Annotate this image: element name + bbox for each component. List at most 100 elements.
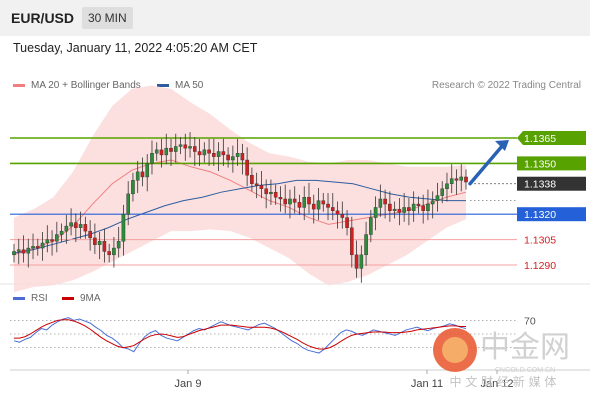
candle-body <box>378 198 383 208</box>
x-axis-label: Jan 11 <box>411 378 443 390</box>
candle-body <box>273 191 278 198</box>
candle-body <box>288 198 292 205</box>
candle-body <box>321 200 326 205</box>
candle-body <box>259 185 264 189</box>
candle-body <box>45 239 50 244</box>
candle-body <box>212 153 216 157</box>
candle-body <box>407 207 411 212</box>
credit-text: Research © 2022 Trading Central <box>431 80 581 91</box>
candle-body <box>411 203 416 212</box>
candle-body <box>383 198 387 205</box>
candle-body <box>16 249 21 252</box>
candle-body <box>78 224 83 228</box>
candle-body <box>330 207 335 212</box>
candle-body <box>197 151 202 156</box>
candle-body <box>388 203 392 212</box>
candle-body <box>107 251 111 256</box>
rsi-level-label: 70 <box>524 315 536 327</box>
level-label-1.1365: 1.1365 <box>524 133 556 145</box>
candle-body <box>83 224 88 232</box>
candle-body <box>131 180 135 195</box>
candle-body <box>269 191 273 195</box>
watermark-domain: CNGOLD.COM.CN <box>495 367 555 374</box>
candle-body <box>354 254 359 269</box>
candle-body <box>240 153 245 161</box>
legend-label-ma20: MA 20 + Bollinger Bands <box>31 80 141 91</box>
candle-body <box>59 230 64 235</box>
timestamp: Tuesday, January 11, 2022 4:05:20 AM CET <box>13 41 258 55</box>
x-axis-label: Jan 12 <box>480 378 513 390</box>
candle-body <box>154 149 159 154</box>
candle-body <box>426 203 430 212</box>
candle-body <box>188 146 192 149</box>
candle-body <box>145 163 150 178</box>
candle-body <box>421 205 425 212</box>
legend-rsi: RSI <box>13 293 48 304</box>
candle-body <box>464 176 468 183</box>
candle-body <box>216 151 221 157</box>
candle-body <box>392 208 397 212</box>
watermark-tagline: 中 文 财 经 新 媒 体 <box>450 374 557 389</box>
level-label-1.1338: 1.1338 <box>524 179 556 191</box>
candle-body <box>335 210 340 215</box>
legend-label-rsi: RSI <box>31 293 48 304</box>
candle-body <box>302 197 307 208</box>
candle-body <box>150 153 154 164</box>
candle-body <box>135 171 140 181</box>
x-axis-label: Jan 9 <box>175 378 202 390</box>
candle-body <box>40 242 45 249</box>
candle-body <box>192 146 197 152</box>
level-tag-1.1338 <box>517 176 586 191</box>
candle-body <box>121 213 126 242</box>
candle-body <box>369 217 373 235</box>
candle-body <box>416 203 421 206</box>
candle-body <box>231 156 235 161</box>
legend-ma50: MA 50 <box>157 80 203 91</box>
candle-body <box>235 153 240 157</box>
level-tag-1.1350 <box>517 156 586 171</box>
candle-body <box>340 213 345 218</box>
candle-body <box>35 246 40 249</box>
candle-body <box>454 178 459 181</box>
candle-body <box>278 197 283 200</box>
candle-body <box>126 193 130 215</box>
candle-body <box>221 151 226 156</box>
candle-body <box>297 202 302 208</box>
candle-body <box>402 207 406 213</box>
candle-body <box>164 147 169 156</box>
candle-body <box>397 208 402 213</box>
rsi-line <box>13 317 467 354</box>
legend-label-9ma: 9MA <box>80 293 101 304</box>
candle-body <box>345 217 349 228</box>
candle-body <box>350 227 354 256</box>
candle-body <box>245 159 249 176</box>
candle-body <box>311 203 316 210</box>
candle-body <box>93 237 97 245</box>
legend-swatch-rsi <box>13 296 25 300</box>
legend-ma20-bb: MA 20 + Bollinger Bands <box>13 80 141 91</box>
candle-body <box>202 149 207 156</box>
candle-body <box>373 207 378 218</box>
candle-body <box>292 198 297 203</box>
candle-body <box>445 183 449 190</box>
candle-body <box>449 178 454 184</box>
candle-body <box>283 198 288 205</box>
candle-body <box>226 154 230 161</box>
candle-body <box>55 234 59 242</box>
candle-body <box>254 183 259 186</box>
candle-body <box>169 147 173 152</box>
watermark-logo-inner <box>442 337 468 363</box>
legend-swatch-ma20 <box>13 83 25 87</box>
candle-body <box>112 247 116 256</box>
candle-body <box>31 246 35 249</box>
watermark-brand: 中金网 <box>480 330 570 365</box>
legend-label-ma50: MA 50 <box>175 80 204 91</box>
timeframe-button[interactable]: 30 MIN <box>82 7 133 29</box>
candle-body <box>440 188 445 196</box>
level-label-1.1305: 1.1305 <box>524 235 556 247</box>
candle-body <box>50 239 54 242</box>
legend-9ma: 9MA <box>62 293 101 304</box>
chart-header: EUR/USD 30 MIN <box>0 0 590 36</box>
candle-body <box>88 230 92 239</box>
